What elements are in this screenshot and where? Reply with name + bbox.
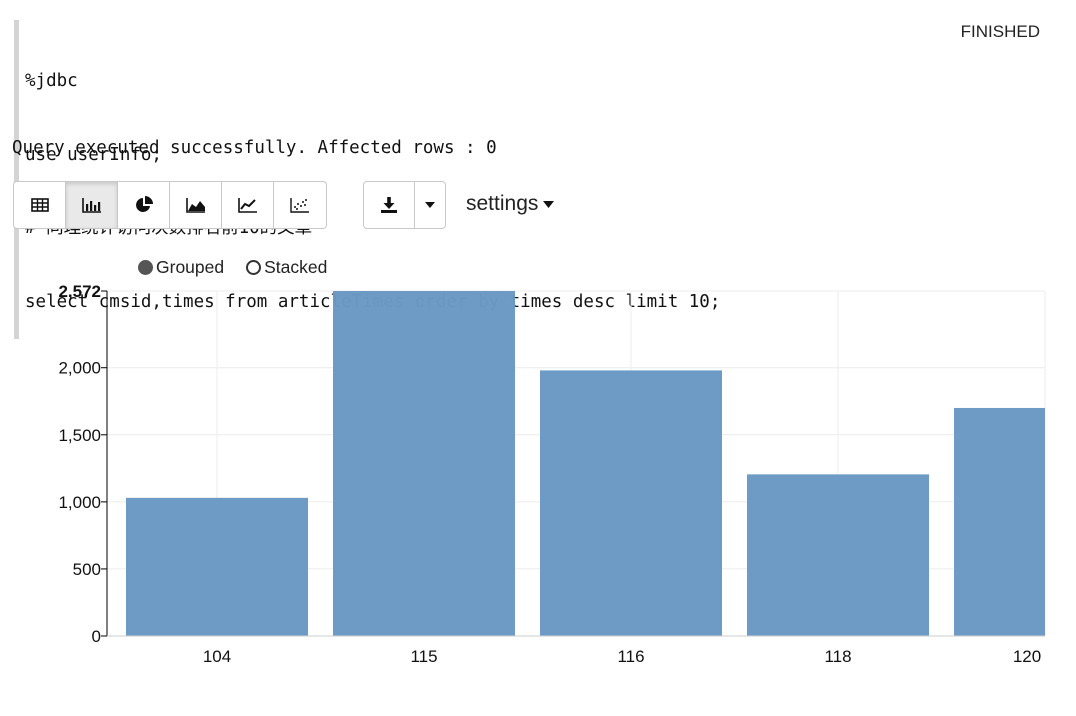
paragraph-status: FINISHED	[960, 22, 1040, 41]
caret-down-icon	[425, 202, 435, 208]
bar-chart: 0 500 1,000 1,500 2,000 2,572 104 115 116 118 120	[58, 282, 1046, 666]
download-group	[363, 181, 446, 229]
area-chart-icon	[185, 198, 205, 213]
x-tick-label: 104	[203, 647, 231, 666]
y-tick-label: 2,000	[58, 359, 101, 378]
chart-mode-legend: Grouped Stacked	[138, 257, 327, 278]
chart-bars	[126, 291, 1045, 636]
stacked-option[interactable]: Stacked	[246, 257, 327, 278]
x-tick-label: 115	[410, 647, 437, 666]
line-chart-icon	[237, 198, 257, 213]
download-icon	[381, 197, 397, 213]
y-tick-label: 1,500	[58, 426, 101, 445]
y-tick-label: 1,000	[58, 493, 101, 512]
code-line: %jdbc	[25, 71, 78, 91]
code-line: use userInfo;	[25, 144, 162, 165]
radio-empty-icon	[246, 260, 262, 275]
bar-104[interactable]	[126, 497, 308, 636]
download-button[interactable]	[364, 182, 415, 228]
download-options-button[interactable]	[415, 182, 445, 228]
x-tick-label: 120	[1013, 647, 1041, 666]
bar-115[interactable]	[333, 291, 515, 636]
x-tick-label: 116	[617, 647, 644, 666]
bar-chart-icon	[81, 198, 101, 213]
pie-chart-icon	[135, 196, 153, 212]
pie-chart-button[interactable]	[118, 182, 170, 228]
x-tick-label: 118	[824, 647, 851, 666]
radio-selected-icon	[138, 260, 153, 275]
bar-116[interactable]	[540, 370, 722, 636]
result-message: Query executed successfully. Affected ro…	[12, 138, 497, 158]
bar-chart-button[interactable]	[66, 182, 118, 228]
visualization-toolbar	[13, 181, 327, 229]
y-tick-label: 0	[92, 627, 101, 646]
grouped-option[interactable]: Grouped	[138, 257, 224, 278]
y-axis: 0 500 1,000 1,500 2,000 2,572	[58, 282, 108, 646]
x-axis: 104 115 116 118 120	[107, 635, 1045, 666]
settings-label: settings	[466, 192, 539, 215]
table-view-button[interactable]	[14, 182, 66, 228]
y-tick-label: 2,572	[58, 282, 101, 301]
caret-down-icon	[543, 200, 555, 208]
scatter-chart-button[interactable]	[274, 182, 326, 228]
bar-120[interactable]	[954, 407, 1045, 636]
settings-dropdown[interactable]: settings	[466, 192, 555, 216]
scatter-chart-icon	[290, 198, 309, 213]
y-tick-label: 500	[73, 560, 101, 579]
line-chart-button[interactable]	[222, 182, 274, 228]
bar-118[interactable]	[747, 474, 929, 636]
grouped-label: Grouped	[156, 257, 225, 277]
area-chart-button[interactable]	[170, 182, 222, 228]
table-icon	[30, 198, 49, 212]
stacked-label: Stacked	[264, 257, 328, 277]
